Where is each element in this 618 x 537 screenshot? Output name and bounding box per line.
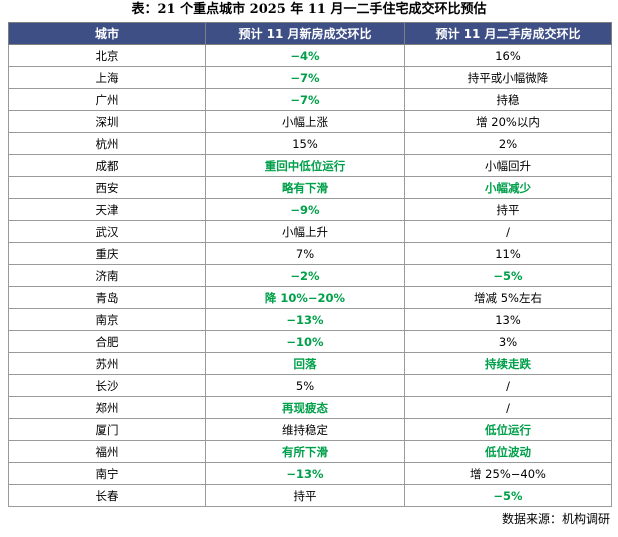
city-cell: 长春 (8, 484, 206, 507)
table-row: 厦门 维持稳定 低位运行 (8, 418, 612, 441)
city-cell: 苏州 (8, 352, 206, 375)
table-row: 长春 持平 −5% (8, 484, 612, 507)
second-hand-change-cell: 低位波动 (404, 440, 612, 463)
second-hand-change-cell: 持稳 (404, 88, 612, 111)
new-home-change-cell: 降 10%−20% (205, 286, 405, 309)
city-cell: 厦门 (8, 418, 206, 441)
second-hand-change-cell: 增减 5%左右 (404, 286, 612, 309)
table-row: 南京 −13% 13% (8, 308, 612, 331)
table-row: 青岛降 10%−20% 增减 5%左右 (8, 286, 612, 309)
table-row: 天津 −9% 持平 (8, 198, 612, 221)
new-home-change-cell: −10% (205, 330, 405, 353)
table-header-row: 城市 预计 11 月新房成交环比 预计 11 月二手房成交环比 (8, 22, 612, 45)
city-cell: 杭州 (8, 132, 206, 155)
table-row: 深圳 小幅上涨增 20%以内 (8, 110, 612, 133)
table-row: 济南 −2% −5% (8, 264, 612, 287)
column-header-new-home: 预计 11 月新房成交环比 (205, 22, 405, 45)
new-home-change-cell: 回落 (205, 352, 405, 375)
city-cell: 上海 (8, 66, 206, 89)
second-hand-change-cell: 持平或小幅微降 (404, 66, 612, 89)
new-home-change-cell: 5% (205, 374, 405, 397)
table-row: 西安 略有下滑 小幅减少 (8, 176, 612, 199)
city-cell: 济南 (8, 264, 206, 287)
table-row: 北京 −4% 16% (8, 44, 612, 67)
city-cell: 长沙 (8, 374, 206, 397)
city-cell: 合肥 (8, 330, 206, 353)
new-home-change-cell: −9% (205, 198, 405, 221)
city-cell: 青岛 (8, 286, 206, 309)
table-row: 福州 有所下滑 低位波动 (8, 440, 612, 463)
second-hand-change-cell: 小幅回升 (404, 154, 612, 177)
second-hand-change-cell: 持平 (404, 198, 612, 221)
city-cell: 南宁 (8, 462, 206, 485)
city-cell: 郑州 (8, 396, 206, 419)
city-cell: 南京 (8, 308, 206, 331)
new-home-change-cell: 有所下滑 (205, 440, 405, 463)
city-cell: 深圳 (8, 110, 206, 133)
table-row: 郑州 再现疲态 / (8, 396, 612, 419)
new-home-change-cell: 再现疲态 (205, 396, 405, 419)
column-header-city: 城市 (8, 22, 206, 45)
new-home-change-cell: 小幅上升 (205, 220, 405, 243)
city-cell: 福州 (8, 440, 206, 463)
table-title: 表：21 个重点城市 2025 年 11 月一二手住宅成交环比预估 (131, 2, 487, 17)
city-cell: 武汉 (8, 220, 206, 243)
second-hand-change-cell: / (404, 374, 612, 397)
second-hand-change-cell: 小幅减少 (404, 176, 612, 199)
city-cell: 广州 (8, 88, 206, 111)
city-cell: 天津 (8, 198, 206, 221)
new-home-change-cell: 略有下滑 (205, 176, 405, 199)
city-cell: 西安 (8, 176, 206, 199)
city-cell: 北京 (8, 44, 206, 67)
second-hand-change-cell: 13% (404, 308, 612, 331)
table-row: 长沙 5% / (8, 374, 612, 397)
second-hand-change-cell: 持续走跌 (404, 352, 612, 375)
data-source-note: 数据来源：机构调研 (501, 512, 610, 526)
second-hand-change-cell: 16% (404, 44, 612, 67)
second-hand-change-cell: / (404, 396, 612, 419)
new-home-change-cell: −13% (205, 308, 405, 331)
table-row: 广州 −7% 持稳 (8, 88, 612, 111)
new-home-change-cell: −4% (205, 44, 405, 67)
second-hand-change-cell: 2% (404, 132, 612, 155)
new-home-change-cell: 维持稳定 (205, 418, 405, 441)
new-home-change-cell: −7% (205, 88, 405, 111)
new-home-change-cell: 持平 (205, 484, 405, 507)
new-home-change-cell: −13% (205, 462, 405, 485)
table-row: 苏州 回落 持续走跌 (8, 352, 612, 375)
second-hand-change-cell: 低位运行 (404, 418, 612, 441)
second-hand-change-cell: −5% (404, 264, 612, 287)
new-home-change-cell: 15% (205, 132, 405, 155)
second-hand-change-cell: −5% (404, 484, 612, 507)
second-hand-change-cell: / (404, 220, 612, 243)
city-cell: 重庆 (8, 242, 206, 265)
new-home-change-cell: 7% (205, 242, 405, 265)
table-row: 合肥 −10% 3% (8, 330, 612, 353)
new-home-change-cell: −7% (205, 66, 405, 89)
second-hand-change-cell: 11% (404, 242, 612, 265)
table-row: 杭州 15% 2% (8, 132, 612, 155)
new-home-change-cell: −2% (205, 264, 405, 287)
forecast-table: 城市 预计 11 月新房成交环比 预计 11 月二手房成交环比 北京 −4% 16%… (8, 22, 612, 507)
city-cell: 成都 (8, 154, 206, 177)
second-hand-change-cell: 3% (404, 330, 612, 353)
table-row: 上海 −7% 持平或小幅微降 (8, 66, 612, 89)
column-header-second-hand: 预计 11 月二手房成交环比 (404, 22, 612, 45)
table-row: 成都 重回中低位运行 小幅回升 (8, 154, 612, 177)
table-row: 重庆 7% 11% (8, 242, 612, 265)
table-row: 武汉 小幅上升 / (8, 220, 612, 243)
second-hand-change-cell: 增 25%−40% (404, 462, 612, 485)
new-home-change-cell: 小幅上涨 (205, 110, 405, 133)
new-home-change-cell: 重回中低位运行 (205, 154, 405, 177)
table-row: 南宁 −13% 增 25%−40% (8, 462, 612, 485)
second-hand-change-cell: 增 20%以内 (404, 110, 612, 133)
